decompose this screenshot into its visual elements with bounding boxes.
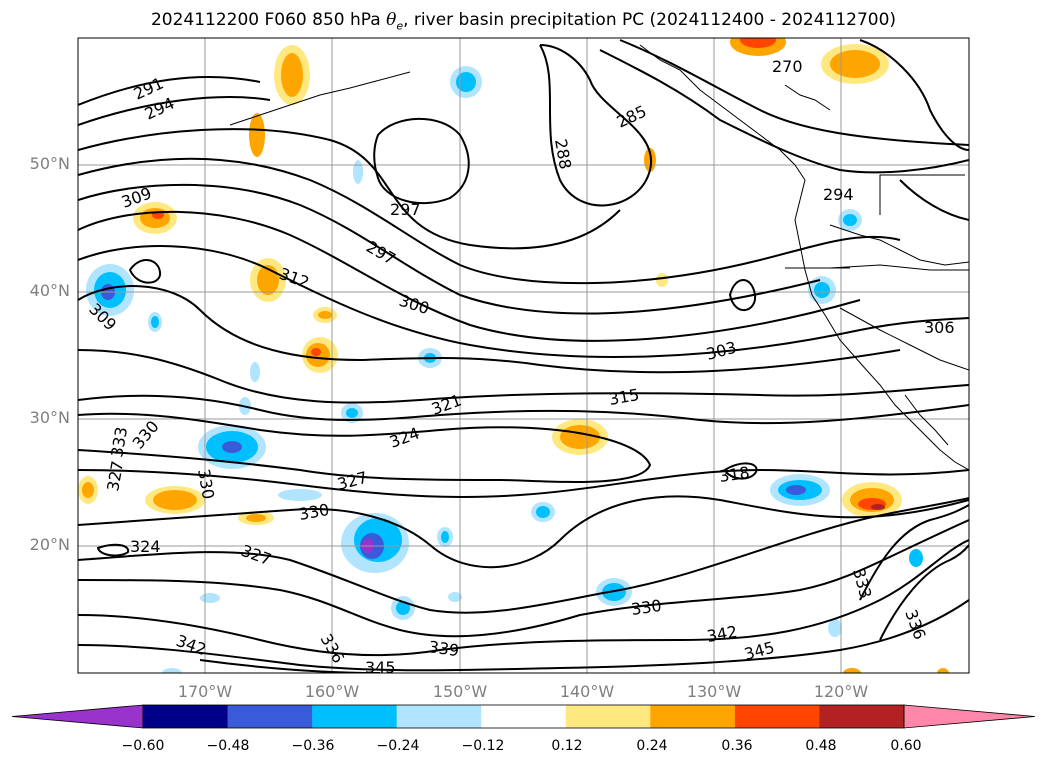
theta-symbol: θ — [386, 10, 397, 30]
contour-label: 318 — [718, 463, 751, 486]
contour-label: 330 — [129, 417, 163, 453]
colorbar — [11, 704, 1036, 729]
lat-label: 30°N — [29, 408, 70, 427]
lon-label: 150°W — [432, 682, 488, 701]
contour-label: 345 — [365, 658, 396, 677]
contour-label: 315 — [607, 385, 640, 409]
colorbar-swatch — [312, 705, 398, 728]
colorbar-tick: 0.36 — [721, 738, 753, 754]
contour-label: 300 — [397, 291, 432, 319]
colorbar-swatch — [734, 705, 820, 728]
contour-label: 330 — [630, 596, 663, 619]
lat-label: 20°N — [29, 535, 70, 554]
lon-label: 160°W — [304, 682, 360, 701]
colorbar-swatch — [227, 705, 313, 728]
map-frame — [77, 37, 970, 674]
colorbar-tick: 0.24 — [636, 738, 668, 754]
contour-label: 297 — [390, 200, 421, 219]
colorbar-frame — [142, 704, 905, 729]
colorbar-extend-low — [11, 704, 144, 729]
colorbar-tick: 0.48 — [805, 738, 837, 754]
colorbar-swatch — [565, 705, 651, 728]
colorbar-tick: −0.60 — [121, 738, 165, 754]
colorbar-tick: −0.48 — [206, 738, 250, 754]
colorbar-swatch — [396, 705, 482, 728]
contour-label: 333 — [849, 566, 875, 600]
lat-label: 40°N — [29, 281, 70, 300]
map-area: 291 294 309 309 312 297 297 300 303 285 … — [78, 38, 969, 677]
contour-label: 339 — [427, 637, 460, 660]
coastlines — [229, 44, 969, 471]
contour-label: 345 — [742, 638, 776, 664]
lon-label: 130°W — [686, 682, 742, 701]
precip-shading — [78, 38, 949, 673]
lon-label: 120°W — [813, 682, 869, 701]
colorbar-tick: 0.60 — [890, 738, 922, 754]
lon-label: 170°W — [177, 682, 233, 701]
contour-label: 336 — [317, 631, 349, 667]
contour-label: 303 — [704, 338, 738, 364]
map-title: 2024112200 F060 850 hPa θe, river basin … — [150, 10, 897, 33]
contour-label: 270 — [772, 57, 803, 76]
colorbar-extend-high — [903, 704, 1036, 729]
contour-label: 327 — [239, 541, 274, 569]
graticule — [78, 38, 969, 673]
contour-label: 285 — [614, 101, 650, 131]
theta-e-contours — [78, 39, 969, 673]
contour-label: 327 — [103, 459, 127, 492]
contour-label: 336 — [901, 607, 929, 642]
contour-label: 330 — [297, 500, 330, 524]
colorbar-tick: −0.24 — [376, 738, 420, 754]
contour-label: 324 — [387, 423, 422, 451]
colorbar-tick: 0.12 — [551, 738, 583, 754]
contour-label: 324 — [130, 537, 161, 556]
theta-subscript: e — [396, 19, 404, 33]
colorbar-tick: −0.12 — [461, 738, 505, 754]
lat-label: 50°N — [29, 154, 70, 173]
lon-label: 140°W — [559, 682, 615, 701]
contour-label: 306 — [924, 318, 955, 337]
contour-label: 342 — [174, 631, 209, 659]
contour-label: 327 — [335, 468, 369, 494]
colorbar-swatch — [481, 705, 567, 728]
colorbar-swatch — [143, 705, 229, 728]
contour-label: 342 — [705, 622, 738, 646]
colorbar-tick: −0.36 — [291, 738, 335, 754]
colorbar-swatch — [819, 705, 905, 728]
contour-label: 294 — [823, 185, 854, 204]
colorbar-swatch — [650, 705, 736, 728]
